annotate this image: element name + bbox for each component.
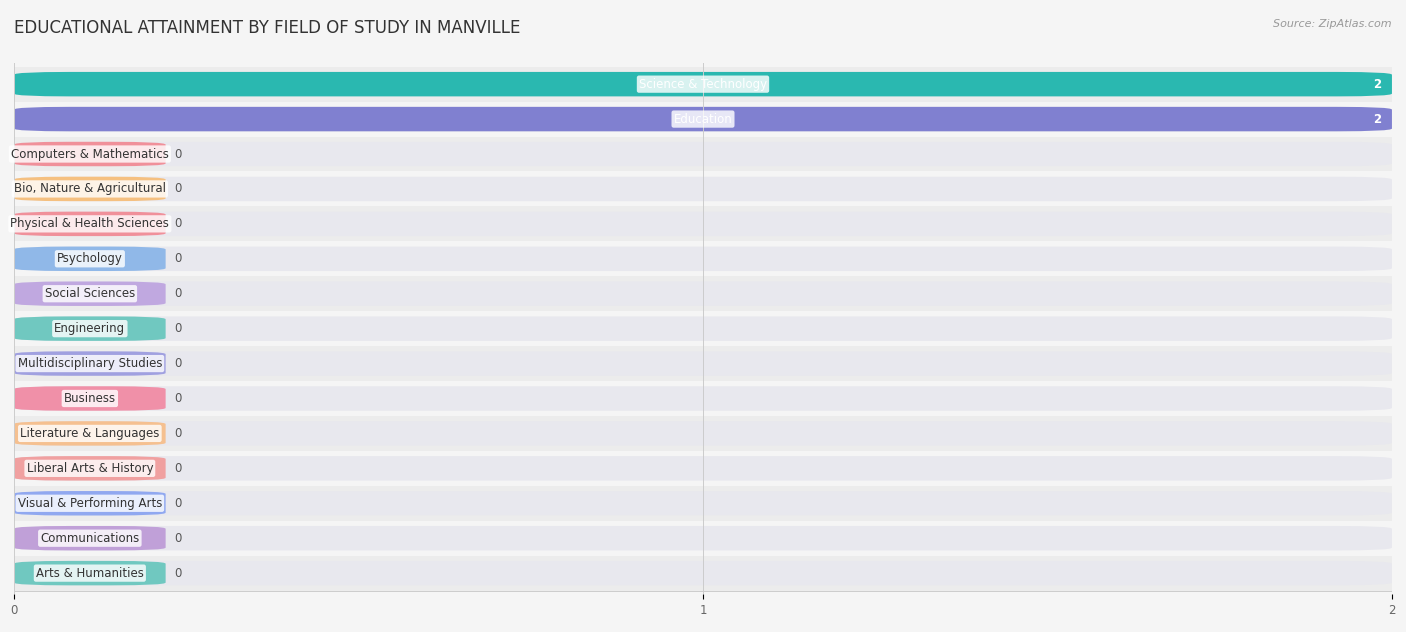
- FancyBboxPatch shape: [14, 107, 1392, 131]
- Bar: [14, 207, 1392, 241]
- Bar: [14, 486, 1392, 521]
- Text: Communications: Communications: [41, 532, 139, 545]
- Text: Science & Technology: Science & Technology: [638, 78, 768, 90]
- FancyBboxPatch shape: [14, 386, 1392, 411]
- Text: EDUCATIONAL ATTAINMENT BY FIELD OF STUDY IN MANVILLE: EDUCATIONAL ATTAINMENT BY FIELD OF STUDY…: [14, 19, 520, 37]
- Text: 0: 0: [174, 567, 181, 580]
- Text: Education: Education: [673, 112, 733, 126]
- FancyBboxPatch shape: [14, 386, 166, 411]
- Text: 2: 2: [1374, 112, 1382, 126]
- Bar: [14, 311, 1392, 346]
- Text: 0: 0: [174, 497, 181, 510]
- FancyBboxPatch shape: [14, 561, 166, 585]
- Bar: [14, 346, 1392, 381]
- Text: 0: 0: [174, 462, 181, 475]
- Bar: [14, 521, 1392, 556]
- FancyBboxPatch shape: [14, 142, 166, 166]
- Text: Social Sciences: Social Sciences: [45, 287, 135, 300]
- FancyBboxPatch shape: [14, 526, 166, 550]
- Text: 0: 0: [174, 532, 181, 545]
- Text: 0: 0: [174, 427, 181, 440]
- FancyBboxPatch shape: [14, 107, 1392, 131]
- Bar: [14, 241, 1392, 276]
- FancyBboxPatch shape: [14, 177, 166, 201]
- FancyBboxPatch shape: [14, 72, 1392, 96]
- FancyBboxPatch shape: [14, 142, 1392, 166]
- Text: 0: 0: [174, 287, 181, 300]
- Bar: [14, 451, 1392, 486]
- FancyBboxPatch shape: [14, 177, 1392, 201]
- Bar: [14, 171, 1392, 207]
- Text: Liberal Arts & History: Liberal Arts & History: [27, 462, 153, 475]
- Bar: [14, 381, 1392, 416]
- Text: Source: ZipAtlas.com: Source: ZipAtlas.com: [1274, 19, 1392, 29]
- FancyBboxPatch shape: [14, 421, 1392, 446]
- Bar: [14, 137, 1392, 171]
- Text: 0: 0: [174, 147, 181, 161]
- FancyBboxPatch shape: [14, 421, 166, 446]
- FancyBboxPatch shape: [14, 281, 166, 306]
- Bar: [14, 276, 1392, 311]
- Text: 0: 0: [174, 357, 181, 370]
- Text: 2: 2: [1374, 78, 1382, 90]
- Text: Psychology: Psychology: [56, 252, 122, 265]
- FancyBboxPatch shape: [14, 246, 1392, 271]
- FancyBboxPatch shape: [14, 72, 1392, 96]
- Text: Business: Business: [63, 392, 115, 405]
- Text: 0: 0: [174, 392, 181, 405]
- FancyBboxPatch shape: [14, 561, 1392, 585]
- FancyBboxPatch shape: [14, 246, 166, 271]
- Bar: [14, 556, 1392, 590]
- Text: Literature & Languages: Literature & Languages: [20, 427, 159, 440]
- Text: 0: 0: [174, 183, 181, 195]
- FancyBboxPatch shape: [14, 351, 166, 376]
- Text: 0: 0: [174, 217, 181, 230]
- Bar: [14, 416, 1392, 451]
- FancyBboxPatch shape: [14, 351, 1392, 376]
- Text: Bio, Nature & Agricultural: Bio, Nature & Agricultural: [14, 183, 166, 195]
- FancyBboxPatch shape: [14, 281, 1392, 306]
- Text: 0: 0: [174, 252, 181, 265]
- Text: Engineering: Engineering: [55, 322, 125, 335]
- FancyBboxPatch shape: [14, 491, 1392, 516]
- FancyBboxPatch shape: [14, 491, 166, 516]
- Text: Computers & Mathematics: Computers & Mathematics: [11, 147, 169, 161]
- Text: Arts & Humanities: Arts & Humanities: [37, 567, 143, 580]
- Text: Multidisciplinary Studies: Multidisciplinary Studies: [18, 357, 162, 370]
- Text: 0: 0: [174, 322, 181, 335]
- Text: Visual & Performing Arts: Visual & Performing Arts: [18, 497, 162, 510]
- FancyBboxPatch shape: [14, 456, 166, 480]
- FancyBboxPatch shape: [14, 212, 1392, 236]
- FancyBboxPatch shape: [14, 212, 166, 236]
- Bar: [14, 102, 1392, 137]
- FancyBboxPatch shape: [14, 526, 1392, 550]
- Text: Physical & Health Sciences: Physical & Health Sciences: [10, 217, 169, 230]
- FancyBboxPatch shape: [14, 317, 1392, 341]
- Bar: [14, 67, 1392, 102]
- FancyBboxPatch shape: [14, 456, 1392, 480]
- FancyBboxPatch shape: [14, 317, 166, 341]
